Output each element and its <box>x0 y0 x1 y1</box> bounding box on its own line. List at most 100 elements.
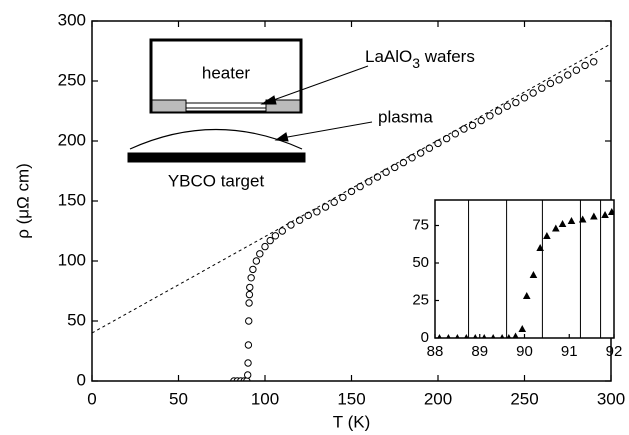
data-point <box>499 334 505 338</box>
x-tick-label: 200 <box>424 389 452 408</box>
heater-box <box>149 38 303 114</box>
data-point <box>425 144 434 152</box>
data-point <box>578 215 587 223</box>
x-tick-label: 91 <box>561 343 578 360</box>
y-tick-label: 100 <box>58 250 86 269</box>
data-point <box>529 89 537 97</box>
data-point <box>473 334 478 338</box>
data-point <box>538 84 546 92</box>
data-point <box>477 116 485 125</box>
data-point <box>313 208 321 216</box>
data-point <box>543 232 551 239</box>
x-tick-label: 89 <box>471 343 488 360</box>
data-point <box>256 250 264 258</box>
data-point <box>304 211 312 220</box>
data-point <box>246 283 254 292</box>
data-point <box>278 227 286 235</box>
plot-area <box>437 200 614 338</box>
annotation: YBCO target <box>168 171 265 190</box>
data-point <box>446 334 451 338</box>
data-point <box>503 102 511 110</box>
x-tick-label: 100 <box>251 389 279 408</box>
data-point <box>558 220 567 227</box>
x-tick-label: 300 <box>597 389 625 408</box>
annotation: LaAlO3 wafers <box>365 47 475 70</box>
data-point <box>321 203 330 211</box>
arrow <box>267 65 369 103</box>
data-point <box>506 334 512 338</box>
schematic <box>127 38 373 163</box>
y-tick-label: 50 <box>67 310 86 329</box>
y-tick-label: 200 <box>58 130 86 149</box>
wafer-holder <box>151 99 187 113</box>
data-point <box>417 149 425 157</box>
y-tick-label: 0 <box>77 370 86 389</box>
data-point <box>512 332 519 338</box>
y-tick-label: 25 <box>412 291 429 308</box>
x-tick-label: 250 <box>510 389 538 408</box>
data-point <box>464 334 469 338</box>
data-point <box>546 79 555 88</box>
inset-background <box>435 200 614 338</box>
data-point <box>266 236 274 245</box>
data-point <box>295 216 304 224</box>
data-point <box>356 182 364 191</box>
data-point <box>247 274 255 282</box>
arrow-head <box>260 95 277 105</box>
data-point <box>522 292 531 299</box>
data-point <box>382 168 390 176</box>
data-point <box>552 224 560 232</box>
arrow-head <box>274 132 289 142</box>
data-point <box>442 134 451 143</box>
data-point <box>245 290 254 299</box>
x-tick-label: 92 <box>606 343 623 360</box>
annotation: heater <box>202 63 251 82</box>
data-point <box>244 341 253 349</box>
data-point <box>271 232 280 240</box>
data-point <box>460 125 468 133</box>
data-point <box>607 208 614 215</box>
x-tick-label: 0 <box>87 389 96 408</box>
data-point <box>529 271 538 278</box>
annotation-subscript: 3 <box>412 55 420 71</box>
x-tick-label: 150 <box>337 389 365 408</box>
data-point <box>567 217 576 224</box>
data-point <box>244 359 252 367</box>
data-point <box>601 211 609 218</box>
data-point <box>518 325 527 332</box>
data-point <box>434 139 442 148</box>
x-tick-label: 90 <box>516 343 533 360</box>
annotation: wafers <box>420 47 475 66</box>
y-axis-label: ρ (μΩ cm) <box>13 163 32 239</box>
data-point <box>287 221 295 229</box>
data-point <box>590 58 598 66</box>
wafer <box>185 102 267 109</box>
data-point <box>581 61 589 70</box>
arrow <box>281 121 373 139</box>
data-point <box>494 107 503 115</box>
data-point <box>339 193 347 202</box>
y-tick-label: 300 <box>58 10 86 29</box>
data-point <box>486 112 494 120</box>
data-point <box>391 163 399 172</box>
data-point <box>536 244 544 251</box>
data-point <box>455 334 460 338</box>
data-point <box>408 154 416 162</box>
data-point <box>482 334 487 338</box>
data-point <box>564 71 572 79</box>
data-point <box>520 94 529 102</box>
data-point <box>261 242 269 251</box>
y-tick-label: 75 <box>412 216 429 233</box>
annotation: LaAlO <box>365 47 412 66</box>
data-point <box>491 334 496 338</box>
data-point <box>437 334 442 338</box>
y-tick-label: 250 <box>58 70 86 89</box>
data-point <box>590 212 598 220</box>
y-tick-label: 150 <box>58 190 86 209</box>
data-point <box>555 76 563 84</box>
data-point <box>451 130 459 138</box>
data-point <box>245 299 253 307</box>
data-point <box>249 265 257 274</box>
y-tick-label: 50 <box>412 254 429 271</box>
